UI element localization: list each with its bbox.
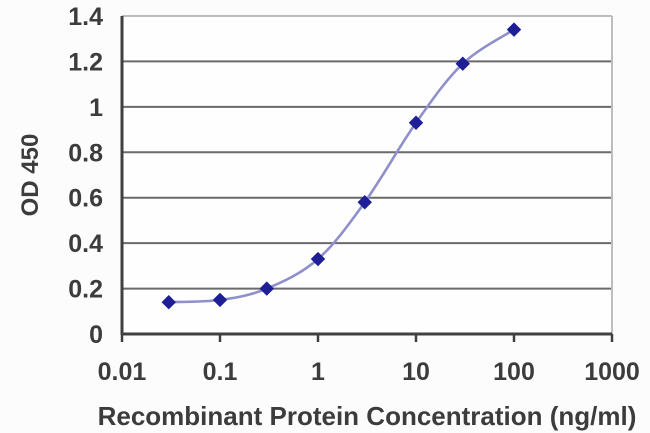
data-point-marker: [357, 195, 372, 210]
data-point-marker: [506, 22, 522, 37]
x-tick-label: 1: [311, 358, 325, 386]
data-point-marker: [455, 56, 470, 71]
x-tick-label: 10: [402, 358, 430, 386]
data-point-marker: [310, 251, 326, 267]
y-tick-label: 0: [89, 321, 103, 349]
x-tick-label: 0.1: [203, 358, 238, 386]
data-point-marker: [161, 294, 176, 310]
y-tick-label: 0.2: [68, 276, 103, 304]
data-point-marker: [212, 292, 228, 308]
y-tick-label: 1.4: [68, 3, 103, 31]
y-tick-label: 1.2: [68, 48, 103, 76]
x-tick-label: 0.01: [98, 358, 147, 386]
series-curve: [168, 28, 515, 304]
x-axis-title: Recombinant Protein Concentration (ng/ml…: [97, 401, 637, 431]
y-tick-label: 0.4: [68, 230, 103, 258]
y-tick-label: 0.8: [68, 139, 103, 167]
y-tick-label: 1: [89, 94, 103, 122]
data-point-marker: [408, 115, 424, 130]
data-point-marker: [259, 281, 274, 296]
x-tick-label: 100: [493, 358, 535, 386]
y-tick-label: 0.6: [68, 185, 103, 213]
x-tick-label: 1000: [584, 358, 640, 386]
plot-area: [122, 16, 612, 334]
y-axis-title: OD 450: [17, 133, 44, 217]
